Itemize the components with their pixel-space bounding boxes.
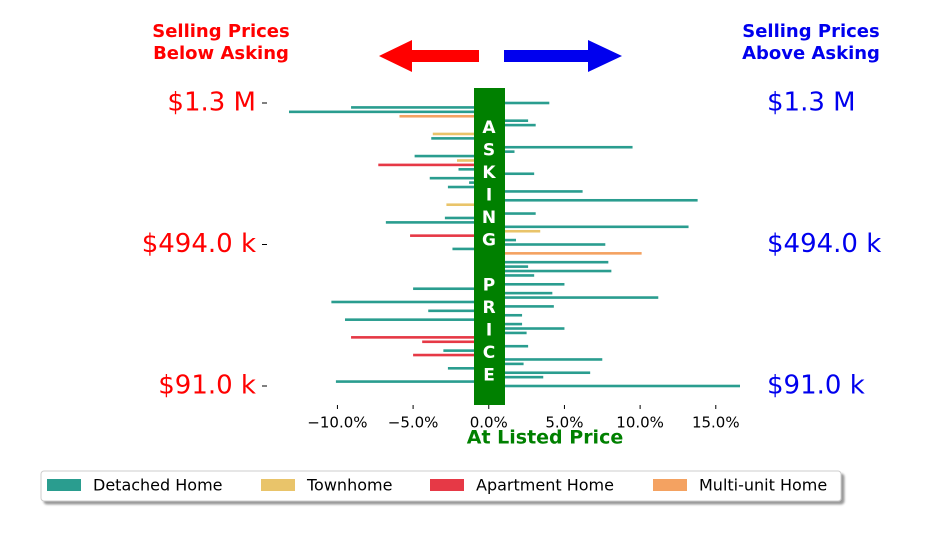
bar bbox=[488, 260, 609, 264]
left-heading: Selling Prices bbox=[152, 21, 289, 42]
bar bbox=[399, 114, 489, 118]
x-tick-label: 5.0% bbox=[545, 414, 583, 432]
x-tick-label: −10.0% bbox=[307, 414, 367, 432]
bar bbox=[444, 216, 489, 220]
bar bbox=[447, 185, 489, 189]
legend-label: Multi-unit Home bbox=[699, 476, 827, 495]
bar bbox=[488, 145, 633, 149]
bar bbox=[488, 265, 529, 268]
bar bbox=[413, 353, 489, 357]
bar bbox=[432, 132, 489, 136]
bar bbox=[488, 252, 642, 255]
bar bbox=[447, 367, 489, 370]
legend-swatch bbox=[47, 479, 81, 491]
bar bbox=[344, 318, 489, 321]
bar bbox=[488, 225, 689, 229]
bar bbox=[488, 269, 612, 273]
y-tick-label-left: $1.3 M bbox=[167, 88, 256, 118]
bars bbox=[289, 101, 740, 388]
left-heading: Below Asking bbox=[153, 43, 289, 64]
bar bbox=[410, 234, 489, 237]
bar bbox=[488, 282, 565, 286]
legend-swatch bbox=[261, 479, 295, 491]
bar bbox=[488, 327, 565, 330]
bar bbox=[488, 101, 550, 105]
legend-label: Detached Home bbox=[93, 476, 223, 495]
legend-label: Townhome bbox=[306, 476, 392, 495]
bar bbox=[378, 163, 489, 167]
right-arrow bbox=[504, 40, 622, 72]
x-tick-label: 0.0% bbox=[470, 414, 508, 432]
bar bbox=[488, 375, 544, 379]
bar bbox=[488, 313, 523, 317]
bar bbox=[488, 198, 698, 202]
bar bbox=[488, 384, 740, 388]
x-tick-label: −5.0% bbox=[388, 414, 439, 432]
bar bbox=[488, 190, 583, 193]
bar bbox=[488, 243, 606, 246]
bar bbox=[414, 154, 489, 158]
bar bbox=[446, 203, 489, 207]
y-tick-label-left: $494.0 k bbox=[142, 229, 256, 259]
bar bbox=[488, 274, 535, 277]
bar bbox=[458, 168, 489, 171]
bar bbox=[351, 336, 489, 339]
bar bbox=[488, 322, 523, 326]
bar bbox=[335, 380, 489, 383]
y-tick-label-left: $91.0 k bbox=[158, 371, 256, 401]
left-arrow bbox=[379, 40, 479, 72]
bar bbox=[413, 287, 489, 291]
legend-label: Apartment Home bbox=[476, 476, 614, 495]
bar bbox=[488, 296, 659, 299]
band-label: ASKING PRICE bbox=[479, 118, 499, 388]
bar bbox=[488, 371, 591, 375]
right-heading: Selling Prices bbox=[742, 21, 879, 42]
bar bbox=[488, 172, 535, 176]
bar bbox=[422, 340, 489, 344]
bar bbox=[488, 212, 536, 215]
bar bbox=[456, 159, 489, 162]
bar bbox=[289, 110, 489, 114]
bar bbox=[488, 362, 524, 366]
legend-swatch bbox=[430, 479, 464, 491]
bar bbox=[331, 300, 489, 304]
legend-swatch bbox=[653, 479, 687, 491]
bar bbox=[488, 229, 541, 233]
bar bbox=[429, 176, 489, 180]
bar bbox=[488, 123, 536, 127]
bar bbox=[385, 221, 489, 224]
bar bbox=[428, 309, 489, 313]
bar bbox=[488, 305, 554, 308]
x-tick-label: 10.0% bbox=[616, 414, 664, 432]
bar bbox=[488, 291, 553, 295]
legend: Detached Home Townhome Apartment Home Multi… bbox=[40, 470, 842, 502]
x-tick-label: 15.0% bbox=[692, 414, 740, 432]
bar bbox=[443, 349, 489, 352]
x-axis-label: At Listed Price bbox=[467, 427, 623, 449]
bar bbox=[452, 247, 489, 251]
bar bbox=[431, 137, 489, 140]
right-heading: Above Asking bbox=[742, 43, 880, 64]
y-tick-label-right: $1.3 M bbox=[767, 88, 856, 118]
asking-band bbox=[474, 88, 505, 405]
bar bbox=[488, 358, 603, 361]
bar bbox=[488, 344, 529, 348]
y-tick-label-right: $91.0 k bbox=[767, 371, 865, 401]
bar bbox=[488, 119, 529, 122]
bar bbox=[351, 106, 489, 109]
y-tick-label-right: $494.0 k bbox=[767, 229, 881, 259]
bar bbox=[488, 331, 527, 335]
